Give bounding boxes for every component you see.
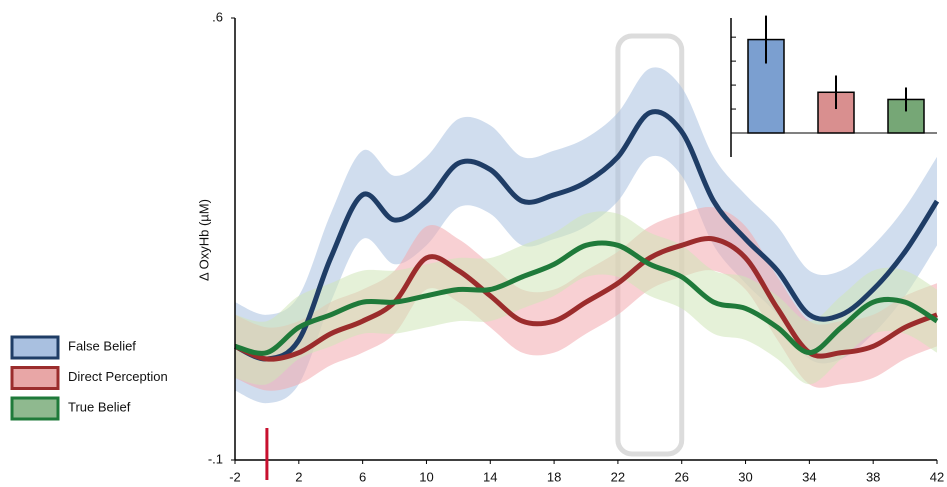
legend-swatch — [10, 396, 60, 421]
legend-label: Direct Perception — [68, 369, 168, 384]
series-line — [234, 240, 939, 356]
legend-swatch — [10, 366, 60, 390]
y-tick-label: -.1 — [208, 451, 223, 466]
x-tick-label: 2 — [295, 469, 302, 484]
x-tick-label: 18 — [547, 469, 561, 484]
x-tick-label: 34 — [802, 469, 816, 484]
x-tick-label: 22 — [611, 469, 625, 484]
x-tick-label: 14 — [483, 469, 497, 484]
x-tick-label: 10 — [419, 469, 433, 484]
legend-label: False Belief — [68, 338, 136, 353]
x-tick-label: -2 — [229, 469, 241, 484]
confidence-band — [235, 211, 937, 385]
series-line — [233, 236, 938, 362]
x-tick-label: 42 — [930, 469, 944, 484]
x-tick-label: 30 — [738, 469, 752, 484]
legend-label: True Belief — [68, 399, 131, 414]
x-tick-label: 38 — [866, 469, 880, 484]
x-tick-label: 6 — [359, 469, 366, 484]
x-tick-label: 26 — [674, 469, 688, 484]
legend-swatch — [10, 335, 60, 360]
y-tick-label: .6 — [212, 9, 223, 24]
y-axis-label: Δ OxyHb (µM) — [196, 199, 211, 281]
series-line — [233, 109, 940, 362]
